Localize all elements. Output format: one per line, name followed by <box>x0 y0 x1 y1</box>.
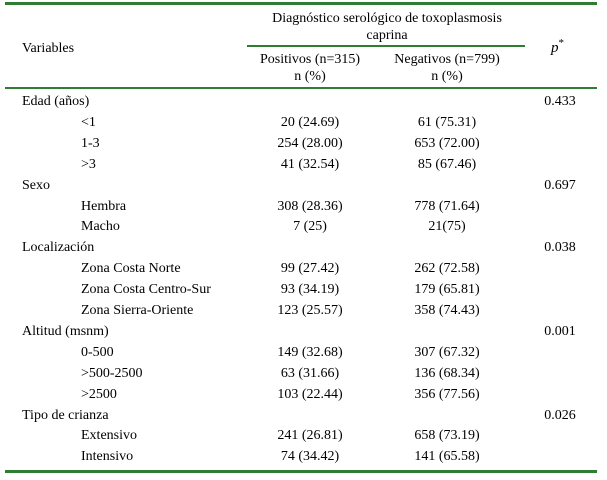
subcategory-label: Extensivo <box>81 428 137 443</box>
variable-label: Altitud (msnm) <box>22 324 109 339</box>
negativos-cell: 356 (77.56) <box>414 387 480 402</box>
p-value-cell: 0.001 <box>544 324 576 339</box>
p-value-cell: 0.026 <box>544 408 576 423</box>
p-value-cell: 0.433 <box>544 94 576 109</box>
variable-label: Localización <box>22 240 95 255</box>
subcategory-label: Macho <box>81 219 120 234</box>
negativos-cell: 179 (65.81) <box>414 282 480 297</box>
positivos-cell: 99 (27.42) <box>280 261 340 276</box>
positivos-unit: n (%) <box>294 69 326 84</box>
negativos-cell: 85 (67.46) <box>417 157 477 172</box>
variable-label: Tipo de crianza <box>22 408 109 423</box>
positivos-cell: 63 (31.66) <box>280 366 340 381</box>
positivos-cell: 123 (25.57) <box>277 303 343 318</box>
positivos-cell: 93 (34.19) <box>280 282 340 297</box>
variable-label: Sexo <box>22 178 50 193</box>
negativos-cell: 141 (65.58) <box>414 449 480 464</box>
p-value-cell: 0.697 <box>544 178 576 193</box>
positivos-cell: 254 (28.00) <box>277 136 343 151</box>
positivos-header: Positivos (n=315) <box>259 52 361 67</box>
negativos-unit: n (%) <box>431 69 463 84</box>
table-top-rule <box>5 2 597 5</box>
subcategory-label: Intensivo <box>81 449 134 464</box>
positivos-cell: 103 (22.44) <box>277 387 343 402</box>
negativos-cell: 658 (73.19) <box>414 428 480 443</box>
negativos-cell: 358 (74.43) <box>414 303 480 318</box>
negativos-cell: 21(75) <box>428 219 466 234</box>
p-value-cell: 0.038 <box>544 240 576 255</box>
variables-header: Variables <box>22 41 75 56</box>
positivos-cell: 308 (28.36) <box>277 199 343 214</box>
group-title-line1: Diagnóstico serológico de toxoplasmosis <box>272 11 502 26</box>
subcategory-label: Zona Sierra-Oriente <box>81 303 194 318</box>
subcategory-label: >3 <box>81 157 96 172</box>
negativos-cell: 136 (68.34) <box>414 366 480 381</box>
group-title-line2: caprina <box>366 28 408 43</box>
positivos-cell: 241 (26.81) <box>277 428 343 443</box>
negativos-cell: 778 (71.64) <box>414 199 480 214</box>
subcategory-label: Zona Costa Norte <box>81 261 181 276</box>
negativos-cell: 307 (67.32) <box>414 345 480 360</box>
subcategory-label: 1-3 <box>81 136 100 151</box>
positivos-cell: 41 (32.54) <box>280 157 340 172</box>
subcategory-label: Hembra <box>81 199 127 214</box>
subcategory-label: >2500 <box>81 387 117 402</box>
subcategory-label: <1 <box>81 115 96 130</box>
negativos-cell: 61 (75.31) <box>417 115 477 130</box>
positivos-cell: 74 (34.42) <box>280 449 340 464</box>
negativos-cell: 262 (72.58) <box>414 261 480 276</box>
variable-label: Edad (años) <box>22 94 90 109</box>
subcategory-label: Zona Costa Centro-Sur <box>81 282 211 297</box>
subcategory-label: 0-500 <box>81 345 114 360</box>
p-value-header: p* <box>551 37 564 57</box>
group-header-rule <box>247 45 525 47</box>
header-bottom-rule <box>5 87 597 89</box>
negativos-header: Negativos (n=799) <box>394 52 500 67</box>
positivos-cell: 20 (24.69) <box>280 115 340 130</box>
subcategory-label: >500-2500 <box>81 366 143 381</box>
positivos-cell: 7 (25) <box>293 219 327 234</box>
positivos-cell: 149 (32.68) <box>277 345 343 360</box>
table-bottom-rule <box>5 470 597 473</box>
negativos-cell: 653 (72.00) <box>414 136 480 151</box>
